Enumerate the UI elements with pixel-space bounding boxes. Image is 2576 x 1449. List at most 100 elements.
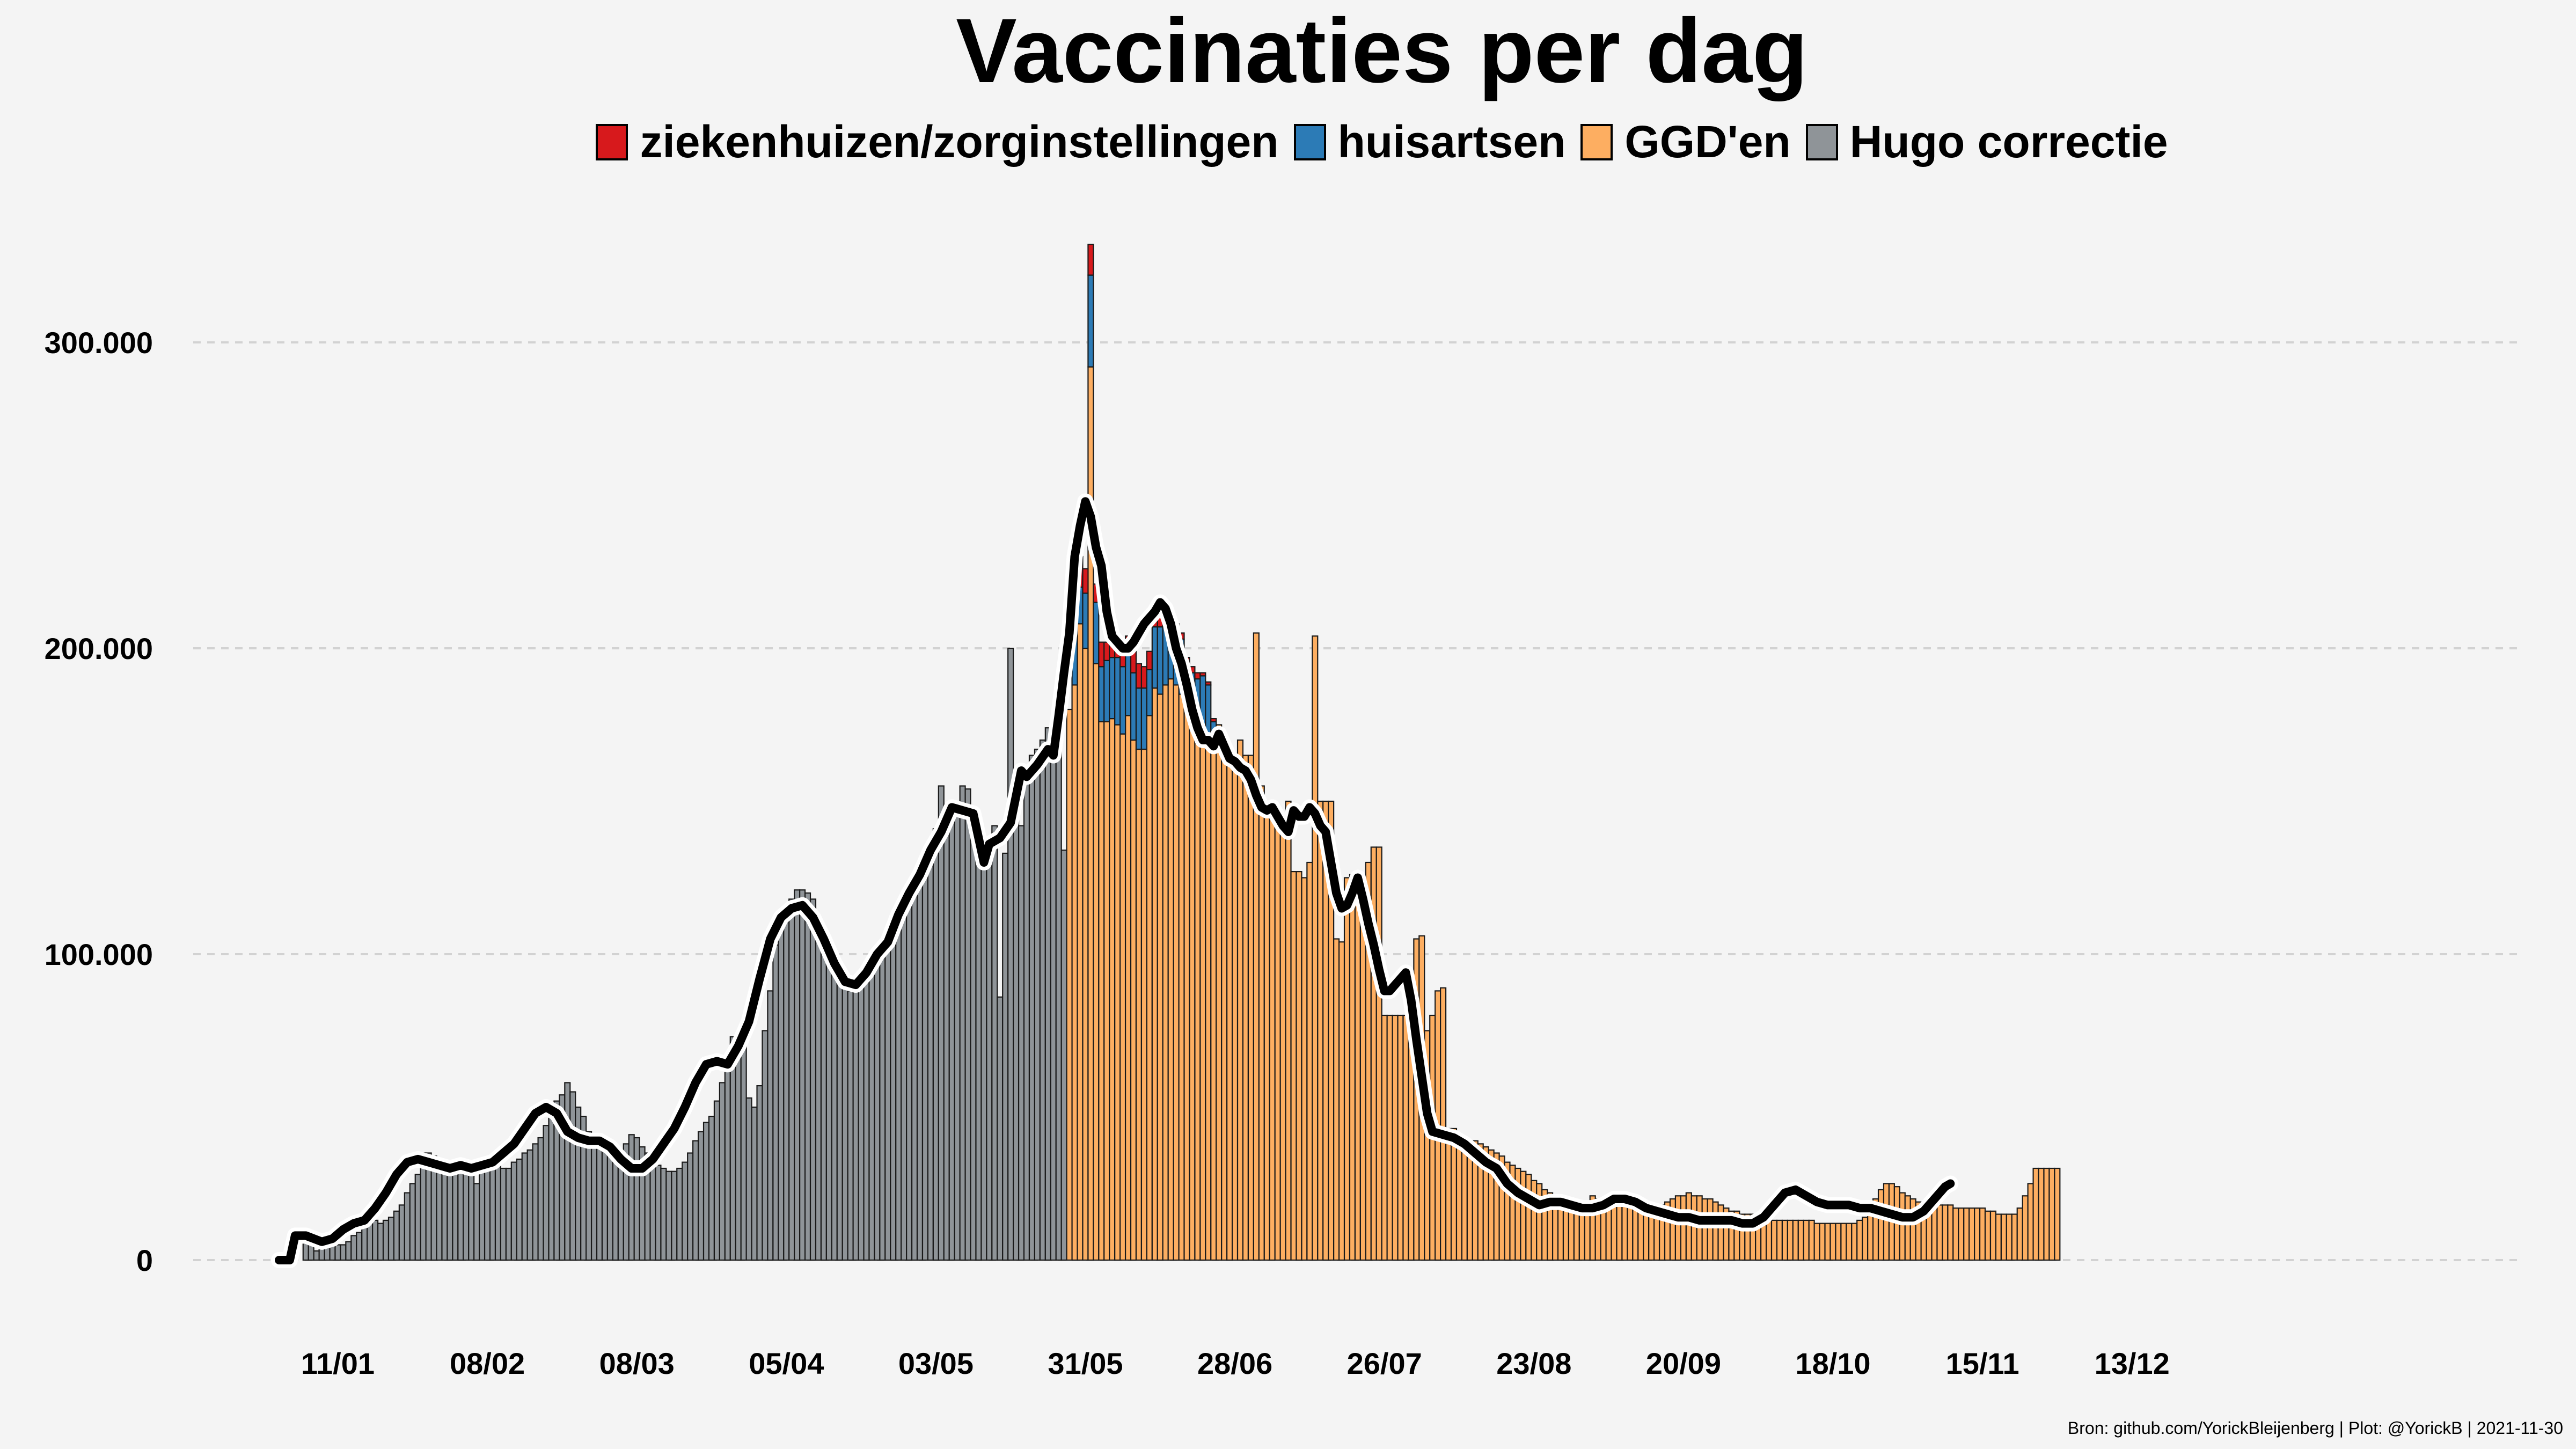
bar-hugo-correctie <box>543 1125 550 1261</box>
bar-hugo-correctie <box>901 901 908 1261</box>
bar-ggd <box>1258 785 1265 1261</box>
bar-hugo-correctie <box>1028 755 1036 1261</box>
bar-ggd <box>1226 745 1233 1261</box>
bar-ggd <box>1312 635 1319 1261</box>
bar-huisartsen <box>1151 626 1158 689</box>
bar-ggd <box>1947 1204 1954 1261</box>
bar-ggd <box>1819 1223 1826 1261</box>
bar-hugo-correctie <box>1018 825 1025 1261</box>
bar-hugo-correctie <box>852 990 859 1261</box>
bar-hugo-correctie <box>1060 850 1067 1261</box>
bar-ggd <box>1306 861 1313 1261</box>
bar-ggd <box>1392 1014 1399 1261</box>
bar-hugo-correctie <box>1055 730 1062 1261</box>
bar-hugo-correctie <box>569 1091 576 1261</box>
bar-hugo-correctie <box>783 908 790 1261</box>
bar-hugo-correctie <box>671 1170 678 1261</box>
bar-hugo-correctie <box>510 1161 517 1261</box>
bar-ziekenhuizen <box>1103 641 1110 661</box>
bar-ggd <box>2022 1195 2029 1261</box>
bar-huisartsen <box>1098 666 1105 722</box>
y-tick-label: 300.000 <box>45 326 153 360</box>
bar-hugo-correctie <box>948 813 955 1261</box>
bar-ggd <box>1862 1217 1869 1261</box>
bar-hugo-correctie <box>345 1241 352 1261</box>
bar-huisartsen <box>1087 274 1094 368</box>
legend-item-huisartsen: huisartsen <box>1293 116 1565 168</box>
bar-ziekenhuizen <box>1210 718 1217 722</box>
bar-hugo-correctie <box>751 1106 758 1261</box>
bar-ggd <box>1296 870 1302 1261</box>
bar-ggd <box>1787 1219 1794 1261</box>
bar-hugo-correctie <box>863 972 870 1261</box>
bar-ggd <box>1856 1219 1863 1261</box>
bar-hugo-correctie <box>825 953 832 1261</box>
bar-hugo-correctie <box>916 870 924 1261</box>
bar-hugo-correctie <box>991 825 998 1261</box>
bar-ggd <box>1151 687 1158 1261</box>
bar-hugo-correctie <box>735 1033 742 1261</box>
bar-ggd <box>1285 800 1292 1261</box>
bar-hugo-correctie <box>778 923 785 1261</box>
bar-hugo-correctie <box>921 859 929 1261</box>
bar-ggd <box>1173 684 1180 1261</box>
bar-hugo-correctie <box>1023 776 1030 1261</box>
bar-ggd <box>1274 816 1281 1261</box>
legend-label-ggd: GGD'en <box>1624 116 1791 167</box>
bar-hugo-correctie <box>740 1027 747 1261</box>
bar-hugo-correctie <box>526 1149 533 1261</box>
bar-ggd <box>1066 708 1073 1261</box>
bar-hugo-correctie <box>687 1152 694 1261</box>
bar-hugo-correctie <box>841 987 848 1261</box>
bar-hugo-correctie <box>997 996 1004 1261</box>
bar-ggd <box>1984 1210 1992 1261</box>
bar-ggd <box>1130 739 1137 1261</box>
bar-ziekenhuizen <box>1082 568 1089 594</box>
bar-hugo-correctie <box>633 1137 640 1261</box>
bar-hugo-correctie <box>938 785 945 1261</box>
bar-ggd <box>1968 1208 1975 1261</box>
x-tick-label: 13/12 <box>2095 1346 2170 1380</box>
bar-huisartsen <box>1103 660 1110 722</box>
bar-ggd <box>1461 1137 1468 1261</box>
bar-hugo-correctie <box>682 1161 689 1261</box>
bar-ggd <box>1119 733 1126 1261</box>
bar-ggd <box>1936 1204 1943 1261</box>
bar-ggd <box>1813 1223 1820 1261</box>
bar-hugo-correctie <box>447 1167 453 1261</box>
bar-hugo-correctie <box>724 1064 731 1261</box>
bar-ggd <box>1846 1223 1853 1261</box>
bar-hugo-correctie <box>665 1170 672 1261</box>
bar-ggd <box>1301 877 1308 1261</box>
y-tick-label: 0 <box>136 1243 153 1277</box>
x-tick-label: 03/05 <box>898 1346 974 1380</box>
bar-ggd <box>1093 663 1100 1261</box>
bar-ziekenhuizen <box>1146 650 1153 670</box>
bar-ggd <box>1995 1213 2002 1261</box>
bar-ggd <box>1205 745 1212 1261</box>
average-line-path <box>275 497 1955 1264</box>
bar-huisartsen <box>1114 656 1121 726</box>
x-tick-label: 20/09 <box>1646 1346 1721 1380</box>
bar-ggd <box>1242 755 1249 1261</box>
bar-ggd <box>1899 1192 1906 1261</box>
bar-hugo-correctie <box>906 892 913 1261</box>
source-caption: Bron: github.com/YorickBleijenberg | Plo… <box>2067 1418 2563 1438</box>
bar-ggd <box>1354 877 1361 1261</box>
bar-ggd <box>1781 1219 1788 1261</box>
bar-hugo-correctie <box>505 1167 512 1261</box>
bar-ggd <box>1231 755 1239 1261</box>
bar-ggd <box>1520 1170 1527 1261</box>
bar-hugo-correctie <box>564 1082 571 1261</box>
x-tick-label: 15/11 <box>1946 1346 2019 1380</box>
bar-ggd <box>1317 800 1324 1261</box>
bar-ggd <box>1343 877 1351 1261</box>
bar-hugo-correctie <box>762 1030 769 1261</box>
bar-ggd <box>1770 1219 1778 1261</box>
x-tick-label: 26/07 <box>1347 1346 1422 1380</box>
bar-ggd <box>1247 755 1254 1261</box>
bar-hugo-correctie <box>1002 852 1009 1261</box>
bar-ggd <box>1162 684 1169 1261</box>
bar-hugo-correctie <box>356 1232 363 1261</box>
bar-ziekenhuizen <box>1087 244 1094 276</box>
